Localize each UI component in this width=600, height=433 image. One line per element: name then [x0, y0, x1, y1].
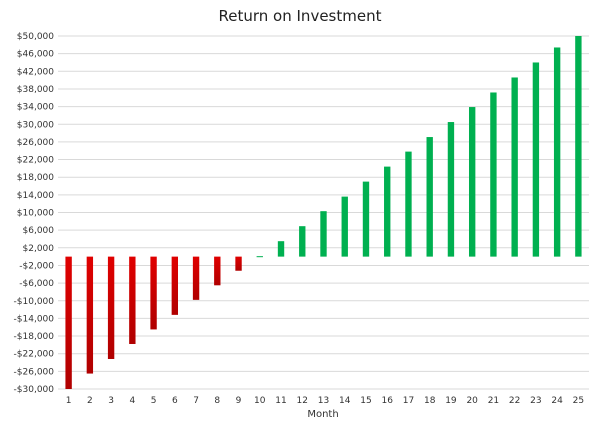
x-tick-label: 5: [151, 396, 157, 406]
bar-month-21: [490, 92, 497, 257]
bar-month-19: [447, 122, 455, 257]
bar-month-5: [150, 256, 157, 330]
bar-month-17: [405, 151, 412, 257]
y-tick-label: $14,000: [17, 191, 54, 201]
x-tick-label: 9: [236, 396, 242, 406]
y-tick-label: $50,000: [17, 32, 54, 42]
y-tick-label: $6,000: [23, 226, 55, 236]
bar-month-18: [426, 137, 433, 257]
gridlines: [58, 35, 589, 390]
x-tick-label: 14: [339, 396, 351, 406]
x-tick-label: 23: [530, 396, 541, 406]
bar-month-24: [553, 47, 561, 257]
x-tick-label: 1: [66, 396, 72, 406]
y-tick-label: -$2,000: [19, 261, 54, 271]
bar-month-2: [86, 256, 94, 374]
bar-month-13: [320, 211, 327, 257]
bar-month-4: [129, 256, 136, 344]
x-tick-label: 12: [297, 396, 308, 406]
x-tick-label: 24: [551, 396, 563, 406]
y-tick-label: -$26,000: [14, 367, 55, 377]
y-tick-label: $18,000: [17, 173, 54, 183]
bar-month-23: [532, 62, 540, 257]
y-tick-label: $42,000: [17, 67, 54, 77]
y-tick-label: -$18,000: [14, 332, 55, 342]
y-tick-label: -$30,000: [14, 385, 55, 395]
y-tick-label: -$22,000: [14, 350, 55, 360]
x-axis-title: Month: [307, 409, 338, 420]
bar-month-14: [341, 196, 348, 257]
x-tick-label: 3: [108, 396, 114, 406]
x-tick-label: 10: [254, 396, 266, 406]
y-tick-label: -$14,000: [14, 314, 55, 324]
y-tick-label: $22,000: [17, 156, 54, 166]
y-tick-label: -$6,000: [19, 279, 54, 289]
x-tick-label: 22: [509, 396, 520, 406]
x-tick-label: 15: [360, 396, 371, 406]
x-tick-label: 25: [573, 396, 584, 406]
bar-month-6: [171, 256, 179, 315]
bar-month-11: [277, 241, 285, 257]
bar-month-1: [65, 256, 72, 389]
y-tick-label: -$10,000: [14, 297, 55, 307]
bars: [65, 36, 582, 389]
y-tick-label: $26,000: [17, 138, 54, 148]
y-tick-label: $38,000: [17, 85, 54, 95]
y-tick-label: $46,000: [17, 50, 54, 60]
bar-month-9: [235, 256, 242, 271]
bar-month-12: [299, 226, 306, 257]
chart-title: Return on Investment: [219, 7, 382, 25]
x-tick-label: 8: [214, 396, 220, 406]
x-tick-label: 2: [87, 396, 93, 406]
bar-month-25: [575, 36, 582, 257]
x-tick-label: 20: [466, 396, 478, 406]
bar-month-8: [214, 256, 221, 286]
bar-month-15: [362, 181, 370, 257]
y-tick-label: $30,000: [17, 120, 54, 130]
bar-month-7: [192, 256, 200, 300]
x-tick-label: 7: [193, 396, 199, 406]
x-tick-label: 19: [445, 396, 457, 406]
x-tick-label: 4: [129, 396, 135, 406]
y-tick-label: $34,000: [17, 103, 54, 113]
x-axis-tick-labels: 1 2 3 4 5 6 7 8 9 10 11 12 13 14 15 16 17 18 19 20 21 22 23 24 2…: [66, 396, 584, 406]
bar-month-22: [511, 77, 518, 257]
x-tick-label: 6: [172, 396, 178, 406]
x-tick-label: 17: [403, 396, 414, 406]
x-tick-label: 16: [381, 396, 393, 406]
x-tick-label: 18: [424, 396, 436, 406]
x-tick-label: 11: [275, 396, 286, 406]
bar-month-16: [384, 166, 391, 257]
y-axis-tick-labels: -$30,000 -$26,000 -$22,000 -$18,000 -$14,000…: [14, 32, 55, 395]
bar-month-3: [107, 256, 115, 359]
y-tick-label: $10,000: [17, 209, 54, 219]
bar-month-20: [468, 107, 476, 257]
x-tick-label: 21: [488, 396, 499, 406]
y-tick-label: $2,000: [23, 244, 55, 254]
bar-month-10: [256, 256, 263, 258]
x-tick-label: 13: [318, 396, 329, 406]
